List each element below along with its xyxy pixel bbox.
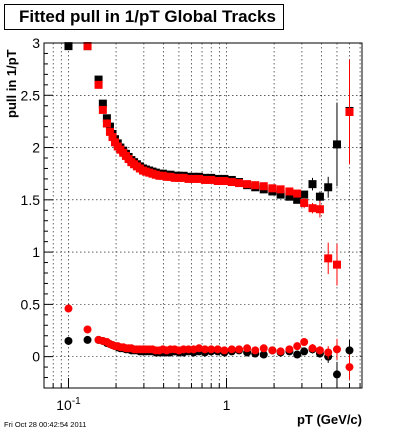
plot-frame — [43, 42, 363, 389]
data-point-square — [308, 180, 317, 189]
data-point-square — [293, 195, 302, 204]
data-point-square — [285, 187, 294, 196]
data-point-square — [268, 184, 277, 193]
data-point-square — [285, 192, 294, 201]
data-point-square — [345, 108, 354, 116]
x-tick-label: 1 — [223, 397, 231, 413]
data-point-circle — [235, 345, 244, 354]
data-point-circle — [213, 345, 222, 354]
data-point-square — [293, 189, 302, 198]
data-point-square — [251, 181, 260, 190]
timestamp-stamp: Fri Oct 28 00:42:54 2011 — [4, 420, 87, 429]
data-point-square — [332, 260, 341, 269]
data-point-square — [98, 99, 107, 108]
data-point-circle — [300, 338, 309, 346]
data-point-square — [227, 178, 236, 187]
data-point-circle — [200, 345, 209, 354]
data-point-circle — [64, 304, 73, 313]
data-point-circle — [285, 345, 294, 354]
data-point-square — [166, 172, 175, 181]
data-point-circle — [293, 350, 302, 359]
y-tick-label: 0 — [32, 349, 40, 365]
data-point-square — [324, 254, 333, 263]
data-point-circle — [207, 345, 216, 354]
data-point-circle — [83, 335, 92, 344]
data-point-circle — [332, 345, 341, 354]
data-point-square — [108, 133, 117, 142]
data-point-square — [94, 75, 103, 84]
data-point-square — [213, 177, 222, 185]
data-point-square — [94, 80, 103, 89]
data-point-circle — [64, 336, 73, 345]
data-point-circle — [243, 344, 252, 353]
data-point-circle — [83, 325, 92, 334]
data-point-square — [179, 173, 188, 182]
data-point-circle — [345, 363, 354, 372]
data-point-square — [259, 182, 268, 191]
y-tick-label: 0.5 — [21, 296, 41, 312]
data-point-square — [174, 173, 183, 182]
data-point-circle — [259, 344, 268, 353]
data-point-square — [102, 119, 111, 128]
y-tick-label: 1.5 — [21, 192, 41, 208]
y-tick-label: 2.5 — [21, 87, 41, 103]
data-point-circle — [293, 342, 302, 351]
data-point-circle — [300, 347, 309, 356]
data-point-square — [111, 138, 120, 147]
data-point-square — [332, 140, 341, 149]
data-point-circle — [195, 344, 204, 353]
data-point-circle — [276, 347, 285, 356]
data-points — [64, 42, 354, 387]
y-tick-label: 1 — [32, 244, 40, 260]
data-point-square — [276, 185, 285, 194]
data-point-square — [315, 192, 324, 201]
data-point-circle — [308, 344, 317, 353]
data-point-square — [308, 204, 317, 213]
data-point-circle — [227, 345, 236, 354]
data-point-square — [243, 180, 252, 189]
data-point-square — [220, 177, 229, 185]
data-point-square — [300, 198, 309, 207]
data-point-circle — [315, 346, 324, 355]
data-point-square — [170, 173, 179, 182]
data-point-square — [324, 183, 333, 192]
data-point-square — [235, 179, 244, 188]
data-point-square — [102, 114, 111, 123]
data-point-square — [105, 127, 114, 136]
data-point-circle — [345, 346, 354, 355]
x-axis-label: pT (GeV/c) — [296, 412, 362, 427]
y-tick-label: 2 — [32, 140, 40, 156]
data-point-square — [195, 174, 204, 183]
x-tick-label: 10-1 — [56, 396, 81, 413]
data-point-circle — [251, 346, 260, 355]
data-point-square — [300, 190, 309, 199]
chart-title: Fitted pull in 1/pT Global Tracks — [4, 4, 284, 30]
y-tick-label: 3 — [32, 35, 40, 51]
data-point-square — [189, 174, 198, 183]
y-axis-label: pull in 1/pT — [4, 49, 19, 118]
data-point-square — [315, 205, 324, 214]
data-point-circle — [324, 348, 333, 357]
data-point-square — [83, 42, 92, 51]
data-point-square — [200, 175, 209, 184]
grid-lines — [43, 42, 362, 388]
data-point-square — [276, 190, 285, 199]
data-point-circle — [332, 370, 341, 379]
data-point-circle — [259, 350, 268, 359]
data-point-square — [184, 174, 193, 183]
axis-ticks: 0 0.5 1 1.5 2 2.5 3 10-1 1 — [21, 35, 361, 413]
data-point-circle — [268, 346, 277, 355]
data-point-square — [207, 175, 216, 184]
data-point-square — [98, 105, 107, 114]
data-point-circle — [220, 346, 229, 355]
data-point-square — [64, 42, 73, 51]
